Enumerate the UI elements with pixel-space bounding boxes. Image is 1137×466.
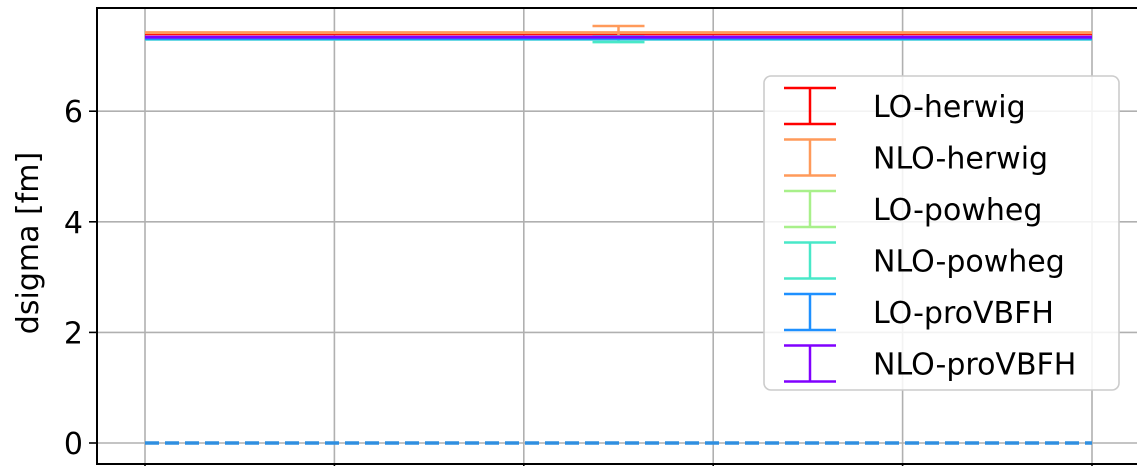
x-ticks: [144, 464, 1093, 466]
legend-label: NLO-powheg: [873, 245, 1065, 280]
y-tick-label: 6: [64, 95, 83, 130]
legend-box: [763, 75, 1120, 391]
legend: LO-herwig NLO-herwig LO-powheg NLO-powheg LO…: [763, 75, 1120, 391]
y-axis-label: dsigma [fm]: [11, 152, 46, 334]
y-tick-label: 0: [64, 427, 83, 462]
series-layer: [145, 24, 1092, 445]
y-tick-label: 4: [64, 206, 83, 241]
legend-label: NLO-proVBFH: [873, 348, 1076, 383]
legend-label: LO-powheg: [873, 193, 1042, 228]
legend-label: NLO-herwig: [873, 142, 1048, 177]
y-ticks: 0 2 4 6: [64, 95, 97, 462]
legend-label: LO-proVBFH: [873, 296, 1054, 331]
plot-frame: [96, 7, 1137, 465]
y-tick-label: 2: [64, 316, 83, 351]
legend-label: LO-herwig: [873, 90, 1026, 125]
